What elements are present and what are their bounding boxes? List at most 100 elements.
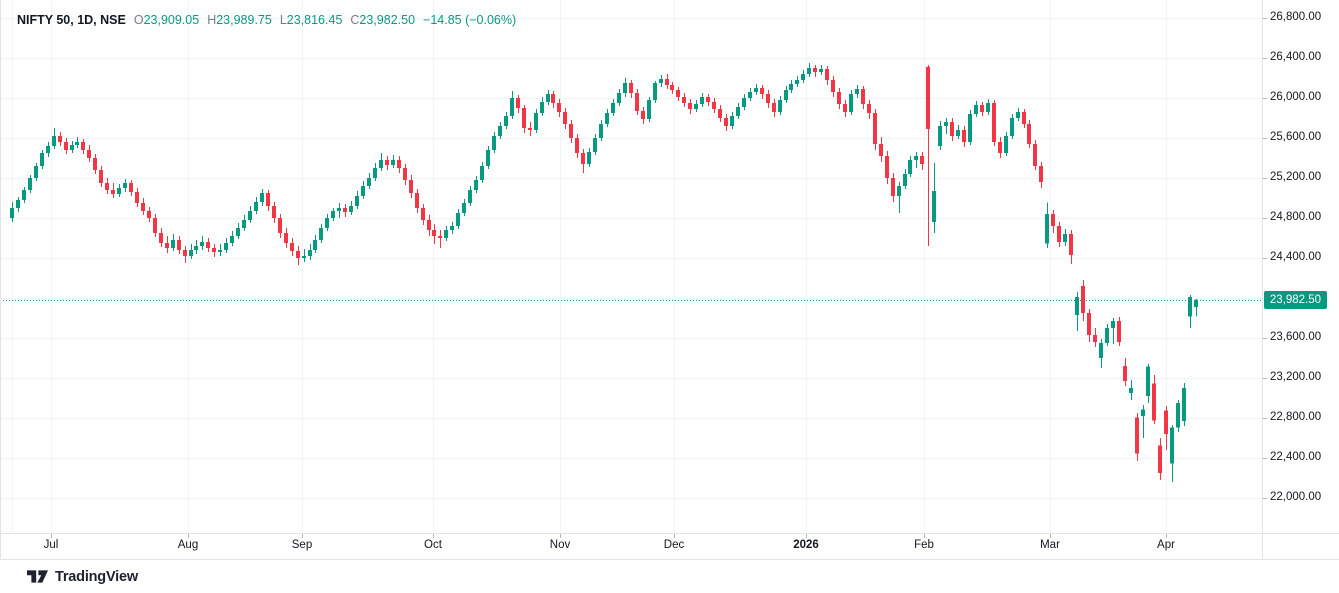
candle-body <box>980 105 984 112</box>
candle-body <box>1188 297 1192 317</box>
price-axis-tick <box>1263 338 1267 339</box>
candle-body <box>325 218 329 228</box>
candle-body <box>468 190 472 203</box>
candle-body <box>623 83 627 93</box>
candle-body <box>194 246 198 250</box>
attribution-footer: TradingView <box>0 560 1339 593</box>
candle-body <box>867 104 871 113</box>
candle-body <box>534 113 538 130</box>
candle-body <box>825 69 829 80</box>
candle-body <box>117 188 121 194</box>
candle-body <box>563 112 567 124</box>
candle-body <box>272 206 276 218</box>
ohlc-low: L 23,816.45 <box>279 13 343 27</box>
candle-body <box>926 67 930 129</box>
candle-body <box>218 250 222 252</box>
candle-body <box>1152 383 1156 421</box>
time-axis-tick <box>302 534 303 538</box>
candle-body <box>891 178 895 196</box>
price-axis-label: 25,600.00 <box>1270 131 1322 143</box>
candle-body <box>510 98 514 116</box>
candle-body <box>920 156 924 164</box>
candle-body <box>861 89 865 104</box>
candle-body <box>587 152 591 164</box>
price-axis-tick <box>1263 138 1267 139</box>
candle-body <box>879 144 883 156</box>
candle-body <box>52 136 56 146</box>
candle-body <box>278 218 282 233</box>
change-value: −14.85 (−0.06%) <box>423 13 517 27</box>
candle-body <box>962 130 966 142</box>
candle-body <box>93 158 97 170</box>
candle-body <box>968 114 972 142</box>
time-axis-label-dec: Dec <box>663 539 685 551</box>
price-axis-tick <box>1263 458 1267 459</box>
ohlc-high: H 23,989.75 <box>207 13 272 27</box>
candle-body <box>474 180 478 190</box>
symbol-title[interactable]: NIFTY 50, 1D, NSE <box>17 13 126 27</box>
candle-body <box>956 130 960 136</box>
time-axis-tick <box>1166 534 1167 538</box>
candle-body <box>611 103 615 113</box>
price-axis-tick <box>1263 98 1267 99</box>
ohlc-close: C 23,982.50 <box>350 13 416 27</box>
candle-body <box>1164 410 1168 434</box>
candle-body <box>831 80 835 92</box>
candle-body <box>385 160 389 165</box>
candle-body <box>444 230 448 238</box>
candle-body <box>1117 321 1121 342</box>
price-axis-tick <box>1263 258 1267 259</box>
candle-body <box>575 138 579 153</box>
time-axis-label-sep: Sep <box>291 539 313 551</box>
candle-body <box>635 93 639 111</box>
candlestick-chart[interactable] <box>0 0 1263 533</box>
candle-body <box>1141 409 1145 416</box>
candle-body <box>498 126 502 136</box>
chart-legend[interactable]: NIFTY 50, 1D, NSE O 23,909.05 H 23,989.75 … <box>17 13 516 27</box>
candle-body <box>206 242 210 248</box>
tradingview-logo-icon[interactable] <box>27 569 48 584</box>
price-axis-tick <box>1263 498 1267 499</box>
candle-body <box>1105 328 1109 343</box>
candle-body <box>1099 343 1103 358</box>
price-axis-tick <box>1263 58 1267 59</box>
candle-body <box>581 153 585 164</box>
candle-body <box>795 80 799 84</box>
candle-body <box>670 85 674 90</box>
time-axis-tick <box>188 534 189 538</box>
price-axis[interactable]: 26,800.00 26,400.00 26,000.00 25,600.00 25,2… <box>1263 0 1339 533</box>
time-axis-tick <box>806 534 807 538</box>
tradingview-brand-text[interactable]: TradingView <box>55 568 138 585</box>
candle-body <box>1129 388 1133 393</box>
candle-body <box>486 150 490 166</box>
candle-body <box>70 145 74 150</box>
candle-body <box>153 218 157 233</box>
price-axis-label: 25,200.00 <box>1270 171 1322 183</box>
time-axis-separator <box>0 533 1339 534</box>
candle-body <box>778 100 782 112</box>
candle-body <box>540 102 544 113</box>
candle-body <box>855 89 859 94</box>
candle-body <box>224 243 228 250</box>
candle-body <box>28 178 32 190</box>
time-axis-label-2026: 2026 <box>793 539 819 551</box>
price-axis-tick <box>1263 218 1267 219</box>
candle-body <box>236 228 240 236</box>
candle-body <box>569 124 573 138</box>
candle-body <box>1075 297 1079 315</box>
candle-body <box>1004 136 1008 153</box>
price-axis-tick <box>1263 18 1267 19</box>
price-axis-tick <box>1263 418 1267 419</box>
candle-body <box>801 74 805 80</box>
candle-body <box>111 190 115 194</box>
candle-body <box>391 160 395 165</box>
candle-body <box>432 230 436 236</box>
candle-body <box>135 192 139 203</box>
candle-body <box>784 90 788 100</box>
candle-body <box>427 220 431 230</box>
candle-body <box>843 104 847 112</box>
candle-body <box>337 208 341 211</box>
time-axis[interactable]: Jul Aug Sep Oct Nov Dec 2026 Feb Mar Apr <box>0 534 1339 559</box>
last-price-badge: 23,982.50 <box>1264 291 1327 309</box>
candle-body <box>599 124 603 138</box>
